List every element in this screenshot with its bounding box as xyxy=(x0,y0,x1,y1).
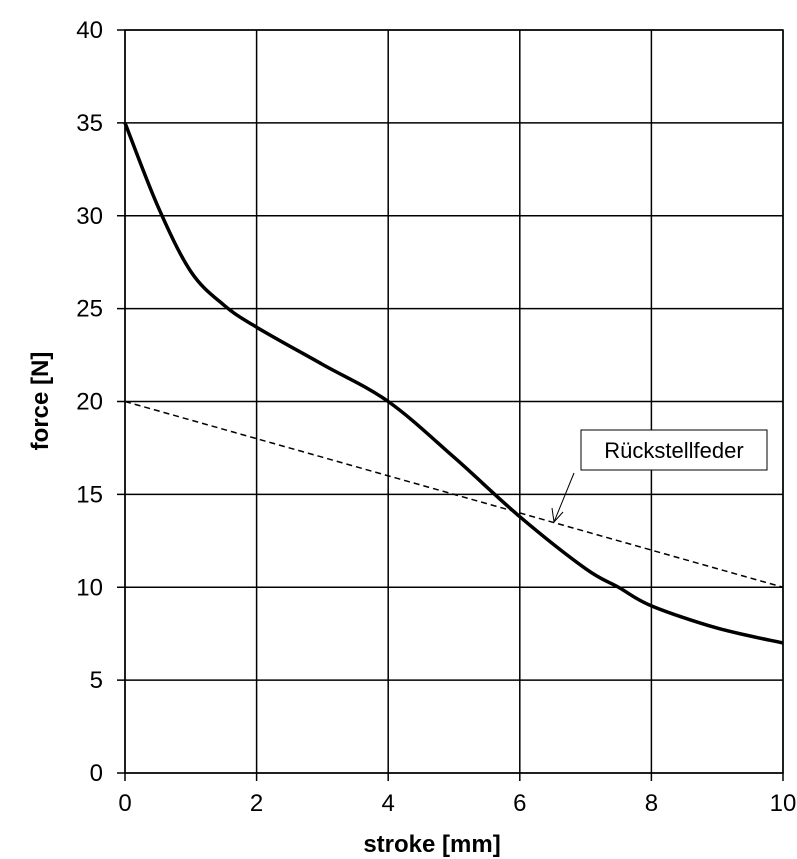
y-tick-label: 0 xyxy=(90,760,103,787)
y-tick-labels: 0 5 10 15 20 25 30 35 40 xyxy=(76,17,103,787)
y-tick-label: 40 xyxy=(76,17,103,44)
x-tick-labels: 0 2 4 6 8 10 xyxy=(118,790,796,817)
x-tick-label: 8 xyxy=(645,790,658,817)
y-tick-label: 25 xyxy=(76,296,103,323)
x-tick-label: 0 xyxy=(118,790,131,817)
annotation-label: Rückstellfeder xyxy=(604,438,743,463)
annotation-box xyxy=(580,429,768,471)
y-axis-title: force [N] xyxy=(27,352,54,451)
x-tick-label: 2 xyxy=(250,790,263,817)
y-tick-label: 35 xyxy=(76,110,103,137)
annotation-rueckstellfeder: Rückstellfeder xyxy=(551,429,768,523)
y-tick-label: 10 xyxy=(76,574,103,601)
annotation-arrowhead xyxy=(551,507,564,523)
x-axis-title: stroke [mm] xyxy=(363,831,500,858)
series-layer xyxy=(123,122,784,645)
y-tick-label: 20 xyxy=(76,389,103,416)
y-tick-label: 30 xyxy=(76,203,103,230)
series-line-solid xyxy=(123,122,784,645)
x-tick-label: 6 xyxy=(513,790,526,817)
y-tick-label: 5 xyxy=(90,667,103,694)
y-tick-label: 15 xyxy=(76,481,103,508)
series-line-dashed xyxy=(124,400,784,588)
x-tick-label: 4 xyxy=(382,790,395,817)
annotation-leader-line xyxy=(553,472,575,523)
grid xyxy=(117,29,784,781)
x-tick-label: 10 xyxy=(770,790,797,817)
